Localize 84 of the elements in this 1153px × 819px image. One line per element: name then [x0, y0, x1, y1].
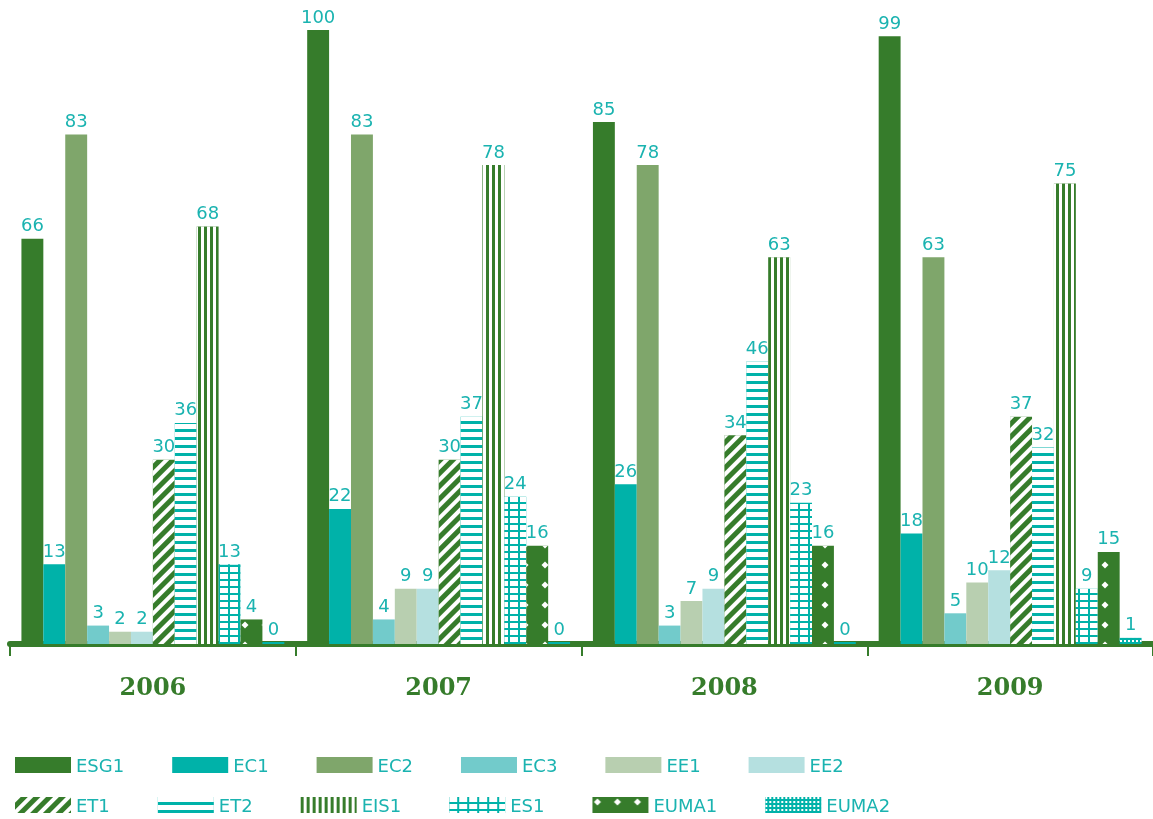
bar: [702, 588, 725, 644]
data-label: 9: [400, 564, 412, 586]
x-tick-label: 2007: [405, 671, 473, 701]
bar: [680, 601, 703, 644]
bar: [658, 625, 681, 644]
legend-label: EIS1: [361, 794, 402, 816]
data-label: 7: [685, 576, 698, 598]
bar: [636, 165, 659, 644]
data-label: 23: [789, 478, 813, 500]
legend-label: EUMA1: [653, 794, 718, 816]
legend-label: EE1: [666, 754, 701, 776]
data-label: 12: [987, 545, 1011, 567]
data-label: 4: [378, 594, 390, 616]
x-tick-label: 2009: [976, 671, 1044, 701]
data-label: 83: [350, 109, 374, 131]
x-tick-label: 2008: [690, 671, 758, 701]
data-label: 13: [218, 539, 241, 561]
data-label: 37: [460, 392, 483, 414]
bar: [922, 257, 945, 644]
data-label: 9: [707, 564, 720, 586]
data-label: 15: [1097, 527, 1121, 549]
data-label: 78: [481, 140, 505, 162]
data-label: 0: [839, 617, 851, 639]
bar: [372, 619, 395, 644]
legend-label: EE2: [809, 754, 844, 776]
legend-label: EC2: [377, 754, 413, 776]
bar: [966, 582, 989, 644]
data-label: 4: [245, 594, 258, 616]
data-label: 83: [64, 109, 88, 131]
bar: [944, 613, 967, 644]
data-label: 18: [900, 508, 923, 530]
data-label: 85: [592, 97, 616, 119]
data-label: 2: [136, 607, 148, 629]
bar: [329, 508, 351, 644]
data-label: 2: [114, 607, 126, 629]
bar: [988, 570, 1011, 644]
legend-label: ET2: [218, 794, 253, 816]
data-label: 0: [553, 617, 565, 639]
data-label: 34: [723, 410, 747, 432]
data-label: 99: [878, 11, 902, 33]
bar: [109, 631, 131, 644]
data-label: 36: [174, 398, 198, 420]
data-label: 30: [152, 435, 176, 457]
data-label: 9: [421, 564, 434, 586]
bar: [614, 484, 637, 644]
bar: [65, 134, 88, 644]
data-label: 68: [196, 201, 220, 223]
legend-label: ET1: [76, 794, 110, 816]
bar: [130, 631, 153, 644]
legend-label: ESG1: [76, 754, 125, 776]
data-label: 9: [1081, 564, 1093, 586]
data-label: 100: [300, 5, 336, 27]
data-label: 78: [636, 140, 660, 162]
data-label: 5: [949, 588, 962, 610]
data-label: 63: [767, 232, 791, 254]
data-label: 0: [267, 617, 280, 639]
data-label: 66: [20, 214, 44, 236]
data-label: 32: [1031, 423, 1055, 445]
bar: [43, 564, 66, 644]
data-label: 16: [525, 521, 549, 543]
data-label: 30: [438, 435, 462, 457]
bar: [87, 625, 110, 644]
legend-label: EC1: [233, 754, 269, 776]
data-label: 3: [663, 601, 676, 623]
bar: [394, 588, 417, 644]
bar: [416, 588, 439, 644]
legend-label: ES1: [510, 794, 545, 816]
legend-label: EUMA2: [826, 794, 891, 816]
bar: [900, 533, 923, 644]
data-label: 1: [1124, 613, 1137, 635]
data-label: 10: [965, 558, 989, 580]
legend-label: EC3: [521, 754, 558, 776]
data-label: 46: [745, 337, 769, 359]
data-label: 75: [1053, 159, 1077, 180]
data-label: 63: [922, 232, 945, 254]
data-label: 26: [614, 459, 638, 481]
bar: [351, 134, 373, 644]
data-label: 24: [503, 472, 527, 494]
x-tick-label: 2006: [119, 671, 187, 701]
data-label: 3: [92, 601, 104, 623]
data-label: 22: [328, 484, 352, 506]
data-label: 37: [1009, 392, 1033, 414]
data-label: 16: [811, 521, 835, 543]
data-label: 13: [42, 539, 66, 561]
